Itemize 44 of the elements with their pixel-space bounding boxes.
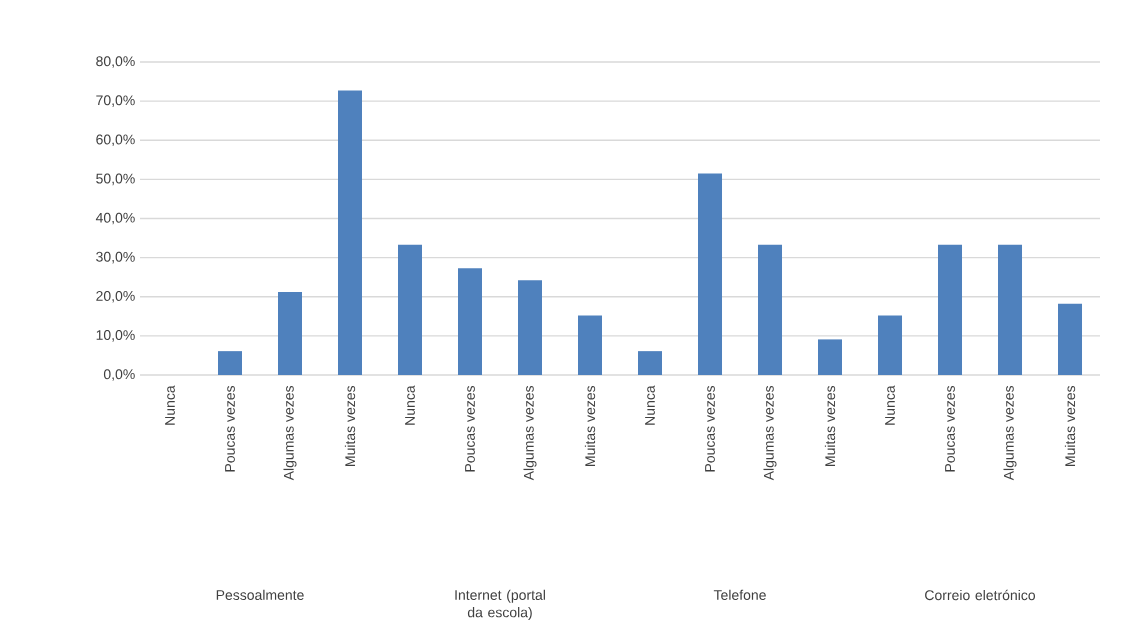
x-tick-label: Nunca <box>645 385 655 425</box>
x-tick-label: Poucas vezes <box>945 385 955 472</box>
bar <box>458 268 482 375</box>
x-tick-label: Algumas vezes <box>283 385 297 481</box>
bar <box>818 339 843 375</box>
bar <box>638 351 662 375</box>
x-tick-label: Poucas vezes <box>225 385 235 472</box>
x-tick-label: Nunca <box>165 385 175 425</box>
y-tick-label: 20,0% <box>96 290 135 303</box>
y-tick-label: 0,0% <box>103 369 135 381</box>
y-tick-label: 10,0% <box>96 330 135 342</box>
bar <box>998 244 1023 375</box>
x-tick-label: Poucas vezes <box>705 385 715 472</box>
bar <box>398 244 422 375</box>
x-tick-label: Muitas vezes <box>584 385 596 466</box>
y-tick-label: 60,0% <box>96 134 135 147</box>
x-tick-label: Muitas vezes <box>1064 385 1076 466</box>
bar <box>578 315 602 375</box>
x-tick-label: Muitas vezes <box>344 385 356 466</box>
y-tick-label: 70,0% <box>96 95 135 107</box>
text: Correio eletrónico <box>925 589 1036 601</box>
y-tick-label: 30,0% <box>96 251 135 264</box>
text: Pessoalmente <box>216 589 304 600</box>
x-tick-label: Algumas vezes <box>523 385 537 481</box>
y-tick-label: 40,0% <box>95 212 135 225</box>
bar <box>758 244 783 375</box>
x-tick-label: Nunca <box>405 385 415 425</box>
y-tick-label: 50,0% <box>96 173 135 186</box>
y-tick-label: 80,0% <box>96 56 135 68</box>
x-tick-label: Nunca <box>885 385 895 425</box>
x-tick-label: Algumas vezes <box>763 385 777 481</box>
bar <box>218 351 242 375</box>
bar <box>1058 303 1083 375</box>
bar <box>518 280 542 375</box>
text: Internet (portal da escola) <box>455 589 545 621</box>
bar <box>698 173 723 375</box>
bar <box>938 244 963 375</box>
x-tick-label: Poucas vezes <box>465 385 475 472</box>
text: Telefone <box>713 589 766 600</box>
bar <box>338 90 362 375</box>
bar <box>878 315 903 375</box>
x-tick-label: Muitas vezes <box>824 385 836 466</box>
x-tick-label: Algumas vezes <box>1003 385 1017 481</box>
bar <box>278 292 302 375</box>
